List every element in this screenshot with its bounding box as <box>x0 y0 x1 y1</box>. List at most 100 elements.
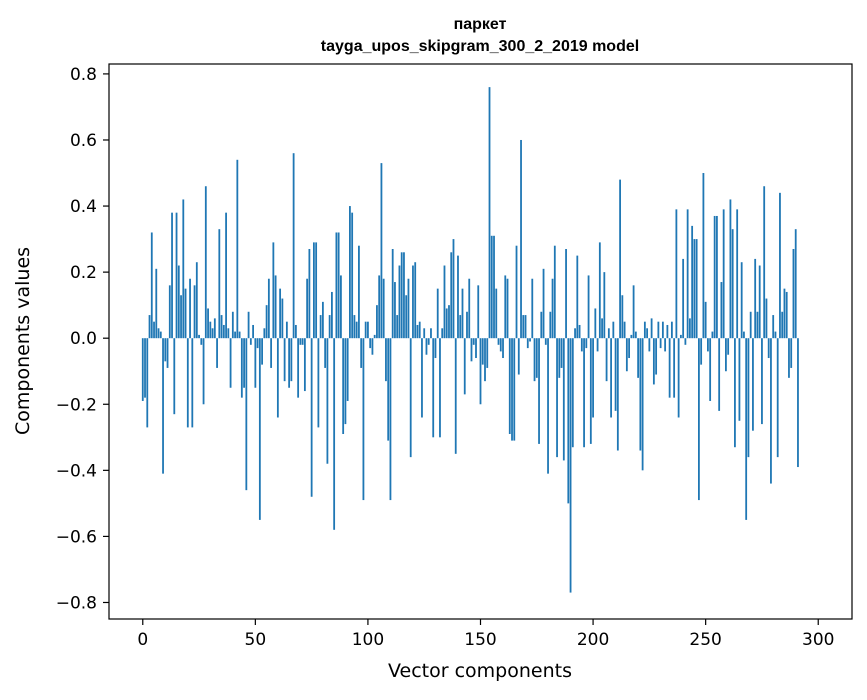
bar-136 <box>448 305 450 339</box>
bar-256 <box>718 338 721 411</box>
bar-161 <box>504 275 507 339</box>
bar-225 <box>648 338 651 352</box>
bar-275 <box>761 338 763 425</box>
bar-280 <box>772 315 775 339</box>
bar-114 <box>398 265 401 339</box>
bar-25 <box>198 334 200 339</box>
bar-274 <box>758 265 761 339</box>
bar-184 <box>556 338 558 458</box>
bar-159 <box>499 338 502 352</box>
bar-48 <box>249 338 252 345</box>
bar-62 <box>281 298 284 339</box>
bar-212 <box>619 179 621 339</box>
bar-140 <box>457 255 459 339</box>
bar-11 <box>166 338 169 368</box>
bar-171 <box>526 338 529 349</box>
bar-104 <box>376 305 378 339</box>
bar-213 <box>621 295 624 339</box>
bar-233 <box>666 324 669 339</box>
bar-58 <box>272 242 275 339</box>
bar-266 <box>740 262 743 339</box>
bar-67 <box>292 153 295 339</box>
bar-219 <box>634 331 637 339</box>
bar-217 <box>630 334 633 339</box>
bar-250 <box>704 301 707 339</box>
bar-37 <box>225 212 227 339</box>
bar-164 <box>511 338 513 441</box>
bar-24 <box>195 262 198 339</box>
bar-214 <box>623 321 626 339</box>
bar-64 <box>285 321 288 339</box>
bar-209 <box>612 321 615 339</box>
bar-3 <box>148 315 151 339</box>
bar-18 <box>182 199 185 339</box>
bar-143 <box>463 338 466 395</box>
y-tick-label: −0.8 <box>56 593 97 613</box>
bar-6 <box>155 268 158 339</box>
bar-227 <box>652 338 655 385</box>
bar-273 <box>756 311 759 339</box>
bar-23 <box>193 285 196 339</box>
y-tick-label: 0.8 <box>70 65 97 85</box>
bar-263 <box>734 338 736 448</box>
bar-39 <box>229 338 232 388</box>
x-tick-label: 50 <box>245 630 267 650</box>
bar-210 <box>614 338 617 411</box>
bar-134 <box>443 265 446 339</box>
bar-28 <box>204 186 207 339</box>
bar-188 <box>565 249 567 339</box>
bar-167 <box>517 338 520 375</box>
bar-20 <box>186 338 189 428</box>
bar-56 <box>267 278 270 339</box>
bar-44 <box>240 338 243 398</box>
bar-269 <box>747 338 750 458</box>
bar-234 <box>668 338 671 398</box>
bar-86 <box>335 232 338 339</box>
bar-133 <box>441 328 444 339</box>
bar-190 <box>569 338 572 593</box>
bar-144 <box>466 311 468 339</box>
bar-126 <box>425 338 428 355</box>
bar-185 <box>558 338 561 378</box>
bar-55 <box>265 305 268 339</box>
bar-38 <box>227 328 230 339</box>
bar-125 <box>423 328 426 339</box>
bar-139 <box>454 338 457 454</box>
bar-103 <box>373 334 376 339</box>
bar-45 <box>243 338 245 388</box>
bar-106 <box>380 163 383 339</box>
bar-245 <box>693 239 696 339</box>
bar-12 <box>168 285 171 339</box>
bar-187 <box>562 338 565 461</box>
y-tick-label: 0.6 <box>70 131 97 151</box>
bar-68 <box>294 324 297 339</box>
bar-63 <box>283 338 286 382</box>
bar-8 <box>159 331 162 339</box>
chart-title: паркет <box>454 16 507 33</box>
bar-239 <box>679 334 682 339</box>
bar-248 <box>700 338 703 365</box>
bar-72 <box>303 338 306 392</box>
bar-101 <box>369 338 372 349</box>
bar-259 <box>725 338 727 372</box>
bar-151 <box>481 338 484 365</box>
bar-166 <box>515 245 518 339</box>
bar-170 <box>524 315 527 339</box>
bar-113 <box>396 315 399 339</box>
plot-frame <box>108 63 853 620</box>
bar-99 <box>364 321 367 339</box>
bar-80 <box>321 301 324 339</box>
bar-199 <box>589 338 592 444</box>
bar-153 <box>486 338 489 368</box>
bar-261 <box>729 199 732 339</box>
bar-179 <box>544 338 547 345</box>
bar-168 <box>520 139 522 339</box>
bar-244 <box>691 225 694 339</box>
bar-252 <box>709 338 712 401</box>
bar-222 <box>641 338 644 471</box>
bar-277 <box>765 298 768 339</box>
bar-279 <box>770 338 772 484</box>
bar-247 <box>698 338 700 501</box>
bar-41 <box>234 331 236 339</box>
